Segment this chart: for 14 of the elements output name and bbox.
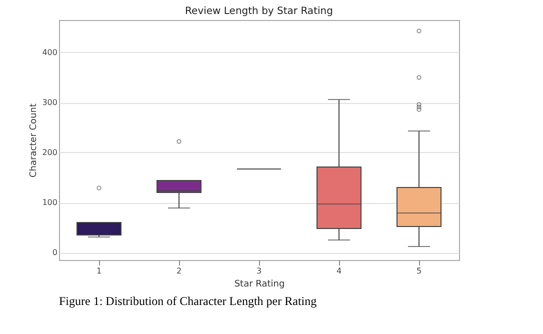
y-tick-label: 300 — [42, 98, 58, 107]
y-tick-label: 200 — [42, 148, 58, 157]
x-tick-label: 1 — [96, 266, 102, 276]
x-tick-label: 4 — [336, 266, 342, 276]
chart-title: Review Length by Star Rating — [185, 6, 333, 17]
y-tick-label: 400 — [42, 48, 58, 57]
caption: Figure 1: Distribution of Character Length per Rating — [59, 294, 317, 308]
y-tick-label: 100 — [42, 198, 58, 207]
y-axis-title: Character Count — [29, 103, 40, 178]
y-tick-label: 0 — [52, 248, 58, 257]
x-tick-label: 5 — [416, 266, 422, 276]
x-tick-label: 2 — [176, 266, 182, 276]
x-tick-label: 3 — [256, 266, 262, 276]
x-axis-title: Star Rating — [234, 280, 285, 290]
